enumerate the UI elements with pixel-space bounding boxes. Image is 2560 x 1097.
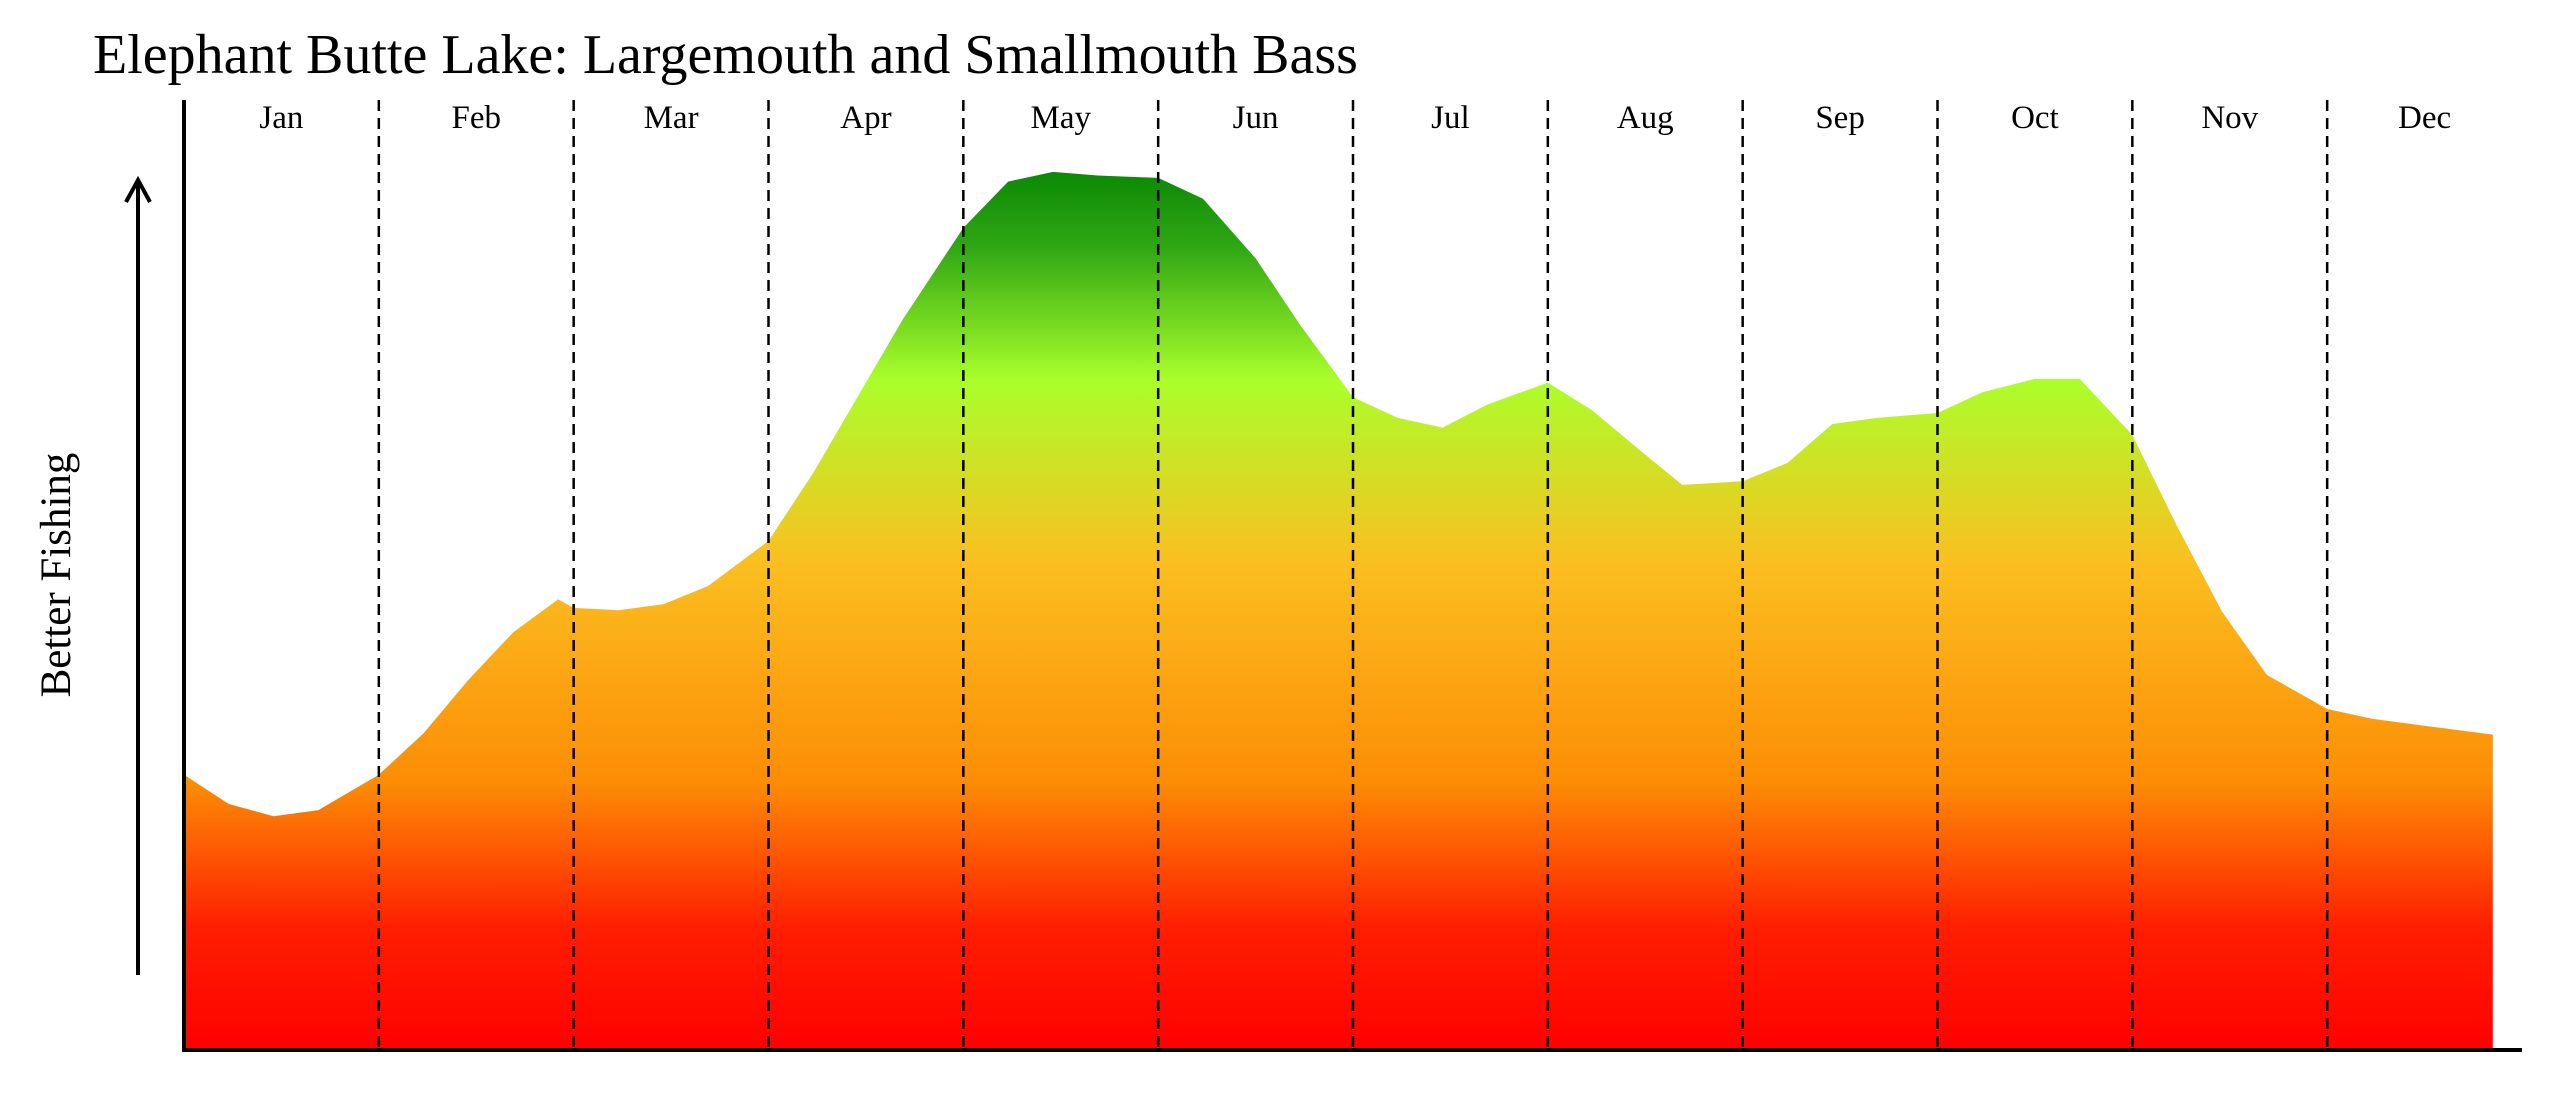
month-label-apr: Apr: [840, 100, 891, 136]
month-label-may: May: [1031, 100, 1092, 136]
up-arrow-icon: [124, 175, 152, 975]
month-label-jun: Jun: [1233, 100, 1279, 136]
month-label-sep: Sep: [1815, 100, 1865, 136]
month-label-feb: Feb: [452, 100, 502, 136]
y-axis-label: Better Fishing: [33, 453, 80, 698]
month-label-dec: Dec: [2398, 100, 2451, 136]
month-labels: Jan Feb Mar Apr May Jun Jul Aug Sep Oct Nov Dec: [259, 100, 2451, 136]
month-label-jul: Jul: [1431, 100, 1470, 136]
month-dividers: [377, 100, 2329, 1050]
month-label-aug: Aug: [1617, 100, 1674, 136]
chart-title: Elephant Butte Lake: Largemouth and Smal…: [93, 24, 1358, 86]
month-label-jan: Jan: [259, 100, 303, 136]
month-label-oct: Oct: [2011, 100, 2059, 136]
month-label-nov: Nov: [2201, 100, 2258, 136]
month-label-mar: Mar: [644, 100, 699, 136]
fishing-quality-area: [184, 171, 2493, 1050]
